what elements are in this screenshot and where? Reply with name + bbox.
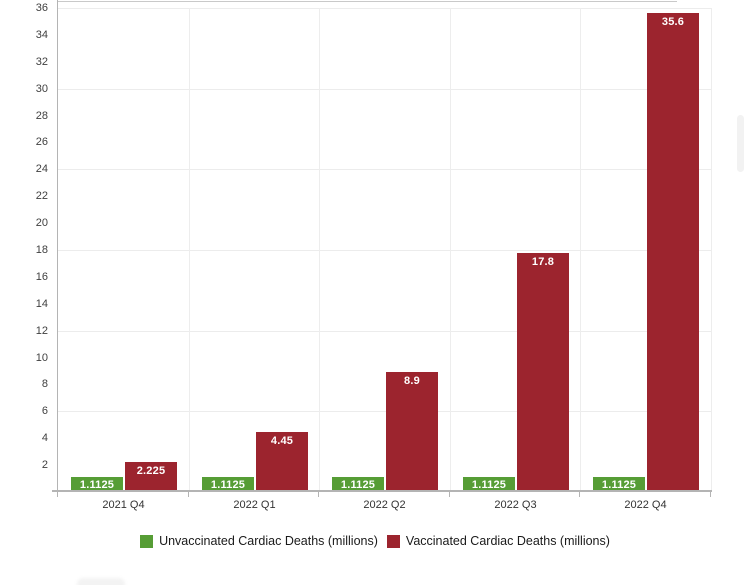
bar-vaccinated[interactable]	[647, 13, 699, 492]
y-axis-tick-label: 28	[35, 110, 48, 122]
gridline-vertical	[711, 8, 712, 490]
bar-unvaccinated[interactable]	[71, 477, 123, 492]
y-axis-tick-label: 22	[35, 190, 48, 202]
legend-label-unvaccinated: Unvaccinated Cardiac Deaths (millions)	[159, 534, 378, 548]
y-axis-tick-label: 6	[41, 405, 48, 417]
y-axis-tick-label: 36	[35, 2, 48, 14]
y-axis-tick-label: 14	[35, 298, 48, 310]
bar-vaccinated[interactable]	[517, 253, 569, 492]
legend-item-unvaccinated[interactable]: Unvaccinated Cardiac Deaths (millions)	[140, 534, 378, 548]
gridline-horizontal	[58, 169, 711, 170]
legend-label-vaccinated: Vaccinated Cardiac Deaths (millions)	[405, 534, 610, 548]
gridline-vertical	[450, 8, 451, 490]
y-axis-line	[57, 0, 58, 492]
bar-unvaccinated[interactable]	[463, 477, 515, 492]
y-axis-tick-label: 2	[41, 459, 48, 471]
x-axis-tick	[57, 492, 58, 497]
gridline-horizontal	[58, 250, 711, 251]
y-axis-tick-label: 34	[35, 29, 48, 41]
y-axis-tick-label: 20	[35, 217, 48, 229]
x-axis-tick	[188, 492, 189, 497]
legend: Unvaccinated Cardiac Deaths (millions) V…	[0, 534, 750, 548]
gridline-vertical	[319, 8, 320, 490]
gridline-vertical	[580, 8, 581, 490]
bar-value-label: 4.45	[270, 434, 294, 447]
x-axis-category-label: 2022 Q1	[233, 499, 276, 511]
bar-unvaccinated[interactable]	[593, 477, 645, 492]
bar-value-label: 1.1125	[340, 478, 376, 491]
x-axis-category-label: 2021 Q4	[102, 499, 145, 511]
x-axis-category-label: 2022 Q4	[624, 499, 667, 511]
gridline-horizontal	[58, 331, 711, 332]
gridline-horizontal	[58, 411, 711, 412]
top-edge-cutoff-line	[57, 1, 677, 2]
bar-value-label: 17.8	[531, 255, 555, 268]
y-axis-tick-label: 24	[35, 163, 48, 175]
y-axis-tick-label: 18	[35, 244, 48, 256]
y-axis-tick-label: 26	[35, 136, 48, 148]
legend-swatch-vaccinated-icon	[386, 534, 400, 548]
bar-value-label: 1.1125	[601, 478, 637, 491]
x-axis-tick	[449, 492, 450, 497]
partial-cutoff-element	[77, 578, 125, 585]
scrollbar-thumb[interactable]	[737, 115, 744, 172]
y-axis-tick-label: 8	[41, 378, 48, 390]
y-axis-tick-label: 30	[35, 83, 48, 95]
bar-vaccinated[interactable]	[386, 372, 438, 492]
y-axis-tick-label: 32	[35, 56, 48, 68]
y-axis-tick-label: 12	[35, 325, 48, 337]
x-axis-category-label: 2022 Q3	[494, 499, 537, 511]
y-axis-tick-label: 4	[41, 432, 48, 444]
bar-unvaccinated[interactable]	[332, 477, 384, 492]
bar-value-label: 35.6	[661, 15, 685, 28]
bar-value-label: 2.225	[136, 464, 166, 477]
bar-value-label: 1.1125	[210, 478, 246, 491]
gridline-horizontal	[58, 89, 711, 90]
bar-value-label: 1.1125	[79, 478, 115, 491]
x-axis-tick	[579, 492, 580, 497]
x-axis-category-label: 2022 Q2	[363, 499, 406, 511]
bar-unvaccinated[interactable]	[202, 477, 254, 492]
bar-value-label: 1.1125	[471, 478, 507, 491]
bar-value-label: 8.9	[404, 374, 420, 387]
y-axis-tick-label: 10	[35, 352, 48, 364]
gridline-vertical	[189, 8, 190, 490]
x-axis-line	[52, 490, 712, 492]
legend-item-vaccinated[interactable]: Vaccinated Cardiac Deaths (millions)	[386, 534, 610, 548]
bar-vaccinated[interactable]	[125, 462, 177, 492]
gridline-horizontal	[58, 8, 711, 9]
bar-vaccinated[interactable]	[256, 432, 308, 492]
legend-swatch-unvaccinated-icon	[140, 534, 154, 548]
x-axis-tick	[710, 492, 711, 497]
x-axis-tick	[318, 492, 319, 497]
y-axis-tick-label: 16	[35, 271, 48, 283]
